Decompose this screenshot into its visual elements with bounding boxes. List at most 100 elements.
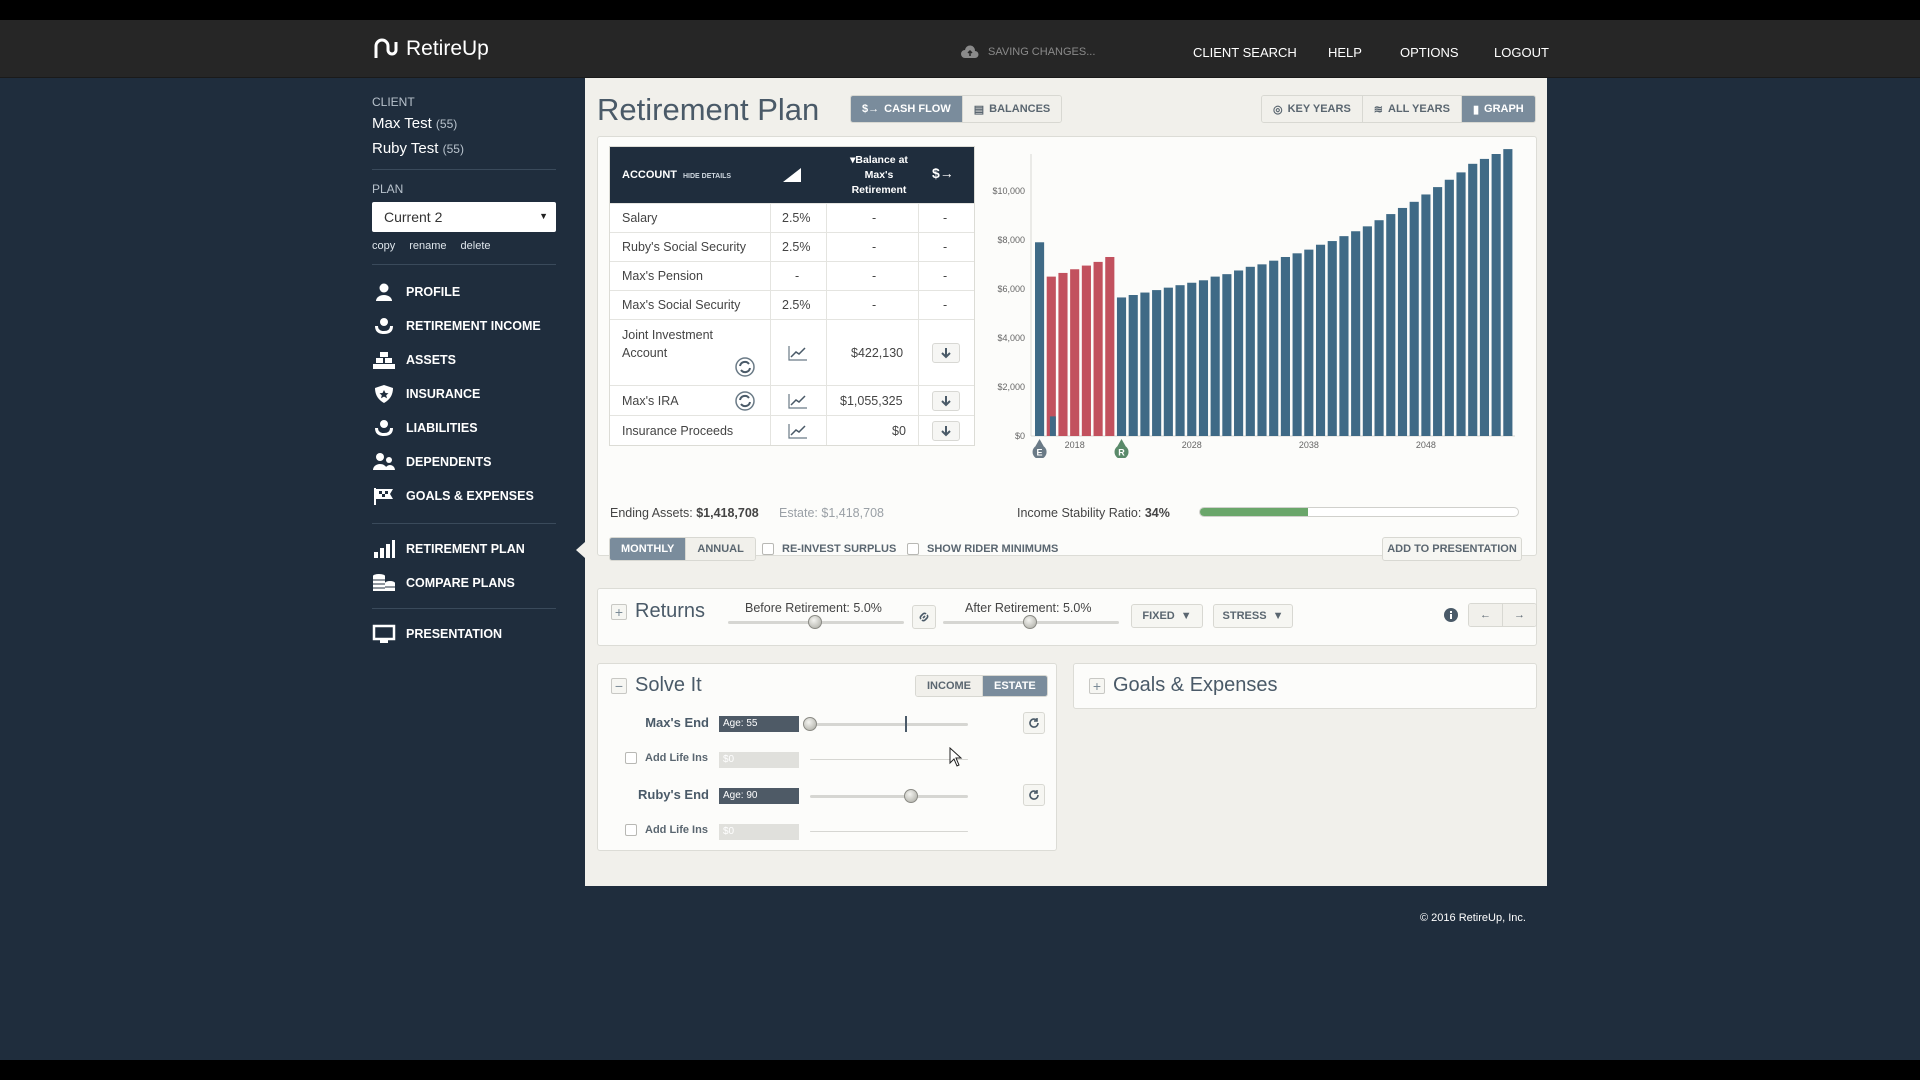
bar: [1140, 292, 1150, 436]
add-to-presentation-button[interactable]: ADD TO PRESENTATION: [1382, 537, 1522, 561]
monitor-icon: [372, 624, 396, 643]
collapse-solve-icon[interactable]: −: [611, 678, 627, 694]
cash-flow-icon: $→: [862, 103, 880, 115]
bar: [1198, 280, 1209, 436]
tab-graph[interactable]: ▮ GRAPH: [1461, 96, 1535, 122]
row-flow: -: [943, 211, 948, 225]
rebalance-icon[interactable]: [734, 356, 756, 378]
plan-select[interactable]: Current 2 ▼: [372, 202, 556, 232]
after-label: After Retirement:: [965, 601, 1060, 615]
arrow-left-icon[interactable]: ←: [1469, 604, 1503, 626]
bar: [1257, 264, 1267, 436]
bar: [1351, 231, 1361, 436]
download-icon[interactable]: [932, 390, 960, 411]
fixed-dropdown[interactable]: FIXED ▼: [1131, 604, 1203, 628]
saving-status: SAVING CHANGES...: [960, 45, 1095, 59]
frequency-toggle: MONTHLY ANNUAL: [609, 537, 756, 561]
bar: [1315, 244, 1326, 436]
checkbox-label: Add Life Ins: [645, 752, 708, 764]
reset-icon[interactable]: [1023, 784, 1045, 806]
plan-delete-link[interactable]: delete: [460, 240, 491, 252]
reset-icon[interactable]: [1023, 712, 1045, 734]
nav-help[interactable]: HELP: [1328, 45, 1362, 60]
row-rate: 2.5%: [782, 298, 811, 312]
expand-returns-icon[interactable]: +: [611, 604, 627, 620]
y-tick-label: $2,000: [997, 382, 1025, 392]
checkbox-box: [625, 752, 637, 764]
before-retirement-knob[interactable]: [808, 615, 822, 629]
ruby-add-life-ins-checkbox[interactable]: Add Life Ins: [625, 824, 708, 836]
nav-arrows: ← →: [1468, 603, 1537, 627]
sidebar-item-label: PROFILE: [406, 285, 461, 299]
tab-cash-flow[interactable]: $→ CASH FLOW: [851, 96, 963, 122]
max-add-life-ins-checkbox[interactable]: Add Life Ins: [625, 752, 708, 764]
line-chart-icon[interactable]: [788, 416, 808, 445]
nav-client-search[interactable]: CLIENT SEARCH: [1193, 45, 1297, 60]
line-chart-icon[interactable]: [788, 320, 808, 385]
bar: [1304, 249, 1314, 436]
plan-rename-link[interactable]: rename: [409, 240, 447, 252]
stress-dropdown[interactable]: STRESS ▼: [1213, 604, 1293, 628]
tab-estate[interactable]: ESTATE: [983, 676, 1047, 696]
show-rider-minimums-checkbox[interactable]: SHOW RIDER MINIMUMS: [907, 543, 1058, 555]
sidebar-item-retirement-income[interactable]: RETIREMENT INCOME: [372, 309, 556, 343]
ruby-life-ins-value: $0: [719, 824, 799, 840]
rebalance-icon[interactable]: [734, 386, 756, 415]
table-row: Salary 2.5% - -: [610, 203, 974, 232]
column-divider: [770, 203, 771, 445]
row-name: Max's Pension: [622, 269, 703, 283]
download-icon[interactable]: [932, 420, 960, 441]
column-divider: [918, 203, 919, 445]
sidebar-item-assets[interactable]: ASSETS: [372, 343, 556, 377]
nav-logout[interactable]: LOGOUT: [1494, 45, 1549, 60]
sidebar-item-presentation[interactable]: PRESENTATION: [372, 617, 556, 651]
sidebar-item-insurance[interactable]: INSURANCE: [372, 377, 556, 411]
tab-balances[interactable]: ▤ BALANCES: [962, 96, 1062, 122]
hide-details-link[interactable]: HIDE DETAILS: [683, 173, 732, 180]
sidebar-item-label: RETIREMENT INCOME: [406, 319, 541, 333]
max-end-knob[interactable]: [803, 717, 817, 731]
table-row: Max's Social Security 2.5% - -: [610, 290, 974, 319]
bar: [1327, 241, 1337, 436]
y-tick-label: $8,000: [997, 235, 1025, 245]
sidebar-item-profile[interactable]: PROFILE: [372, 275, 556, 309]
row-balance: $1,055,325: [840, 393, 903, 408]
table-row: Ruby's Social Security 2.5% - -: [610, 232, 974, 261]
plan-copy-link[interactable]: copy: [372, 240, 396, 252]
max-end-slider[interactable]: [810, 723, 968, 726]
link-icon[interactable]: [912, 605, 936, 629]
returns-panel: [597, 588, 1537, 646]
sidebar-item-liabilities[interactable]: LIABILITIES: [372, 411, 556, 445]
download-icon[interactable]: [932, 342, 960, 363]
sidebar-item-dependents[interactable]: DEPENDENTS: [372, 445, 556, 479]
download-cell: [932, 386, 960, 415]
ruby-end-slider[interactable]: [810, 795, 968, 798]
nav-options[interactable]: OPTIONS: [1400, 45, 1459, 60]
after-retirement-knob[interactable]: [1023, 615, 1037, 629]
people-icon: [373, 453, 395, 470]
col-balance[interactable]: ▾Balance at Max's Retirement: [836, 153, 922, 198]
tab-all-years[interactable]: ≋ ALL YEARS: [1362, 96, 1462, 122]
arrow-right-icon[interactable]: →: [1503, 604, 1536, 626]
line-chart-icon[interactable]: [788, 386, 808, 415]
client-max[interactable]: Max Test (55): [372, 115, 556, 132]
y-tick-label: $0: [1015, 431, 1025, 441]
sidebar-item-goals-expenses[interactable]: GOALS & EXPENSES: [372, 479, 556, 513]
marker-label: E: [1037, 448, 1043, 458]
sidebar-item-retirement-plan[interactable]: RETIREMENT PLAN: [372, 532, 585, 566]
y-tick-label: $10,000: [992, 186, 1025, 196]
tab-monthly[interactable]: MONTHLY: [610, 538, 687, 560]
client-ruby[interactable]: Ruby Test (55): [372, 140, 556, 157]
bar: [1397, 207, 1408, 436]
expand-goals-icon[interactable]: +: [1089, 678, 1105, 694]
ruby-end-knob[interactable]: [904, 789, 918, 803]
tab-income[interactable]: INCOME: [916, 676, 983, 696]
retireup-logo[interactable]: RetireUp: [372, 36, 489, 62]
sidebar-item-label: RETIREMENT PLAN: [406, 542, 525, 556]
sidebar-item-compare-plans[interactable]: COMPARE PLANS: [372, 566, 556, 600]
tab-key-years[interactable]: ◎ KEY YEARS: [1262, 96, 1363, 122]
info-icon[interactable]: [1443, 607, 1459, 628]
reinvest-surplus-checkbox[interactable]: RE-INVEST SURPLUS: [762, 543, 896, 555]
tab-annual[interactable]: ANNUAL: [686, 538, 755, 560]
divider: [372, 264, 556, 265]
